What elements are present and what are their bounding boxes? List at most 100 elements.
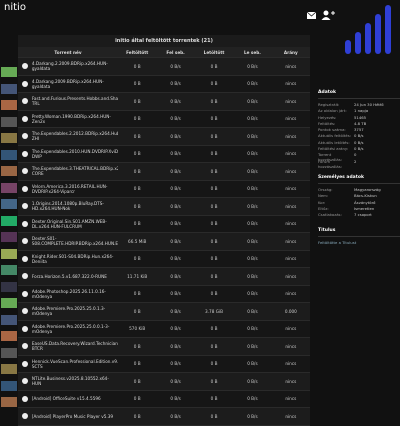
torrent-name[interactable]: Dexter.S01-S08.COMPLETE.HDRIP.BDRip.x264… [31, 236, 118, 247]
thumbnail [1, 67, 17, 77]
torrent-name[interactable]: Velorn.America.3.2016.RETAIL.HUN-DVDRIP.… [31, 183, 108, 194]
cell-value: nincs [285, 203, 297, 209]
torrent-row: Pretty.Woman.1990.BDRip.x264.HUN-Zen2x 0 … [18, 110, 310, 128]
info-row: Aktuális feltöltés: 0 B/s [318, 133, 400, 139]
info-label: Feltöltési arány: [318, 146, 349, 152]
cell-value: 0 B/s [170, 81, 181, 87]
torrent-name[interactable]: 4.Darkang.2.2009.BDRip.x264.HUN-gyaldata [31, 61, 108, 72]
name-cell: Knight.Rider.S01-S04.BDRip.Hun.x264-Deni… [18, 254, 118, 264]
info-value: Magyarország [354, 186, 381, 192]
torrent-name[interactable]: Fast.and.Furious.Presents.Hobbs.and.Shaw… [31, 96, 118, 107]
cell-value: 66.5 MiB [128, 238, 147, 244]
torrent-name[interactable]: Adobe.Photoshop.2025.26.11.0.16-mOdenya [31, 288, 106, 299]
cell-value: 0 B [210, 63, 218, 69]
name-cell: Adobe.Premiere.Pro.2025.25.0.0.1-3-mOden… [18, 324, 118, 334]
upload-icon [22, 290, 28, 297]
torrent-row: [Android] PlayerPro Music Player v5.39 0 … [18, 408, 310, 426]
cell-value: 0 B [210, 186, 218, 192]
cell-value: 0 B/s [170, 273, 181, 279]
thumbnail [1, 331, 17, 341]
cell-value: 11.71 KiB [127, 273, 148, 279]
info-row: Az oldalon járt: 1 napja [318, 108, 400, 114]
info-label: Aktuális letöltés: [318, 139, 350, 145]
info-label: Eltűz: [318, 205, 329, 211]
torrent-name[interactable]: Adobe.Premiere.Pro.2025.25.0.1.3-mOdenya [31, 306, 106, 317]
torrent-name[interactable]: EaseUS.Data.Recovery.Wizard.Technician.v… [31, 341, 118, 352]
upload-icon [22, 115, 28, 122]
name-cell: [Android] PlayerPro Music Player v5.39 [18, 413, 118, 420]
name-cell: Forza.Horizon.5.v1.687.322.0-RUNE [18, 273, 118, 280]
torrent-row: 4.Darkang.2009.BDRip.x264.HUN-gyaldata 0 … [18, 75, 310, 93]
upload-icon [22, 168, 28, 175]
cell-value: 0 B [133, 256, 141, 262]
torrent-name[interactable]: 1.Origins.2014.1080p.BluRay.DTS-HD.x264.… [31, 201, 104, 212]
torrent-name[interactable]: Dexter.Original.Sin.S01.AMZN.WEB-DL.x264… [31, 218, 107, 229]
torrent-name[interactable]: Hennick.VueScan.Professional.Edition.v9.… [31, 358, 118, 369]
info-label: Torrent hozzászólás: [318, 152, 342, 163]
name-cell: 4.Darkang.2009.BDRip.x264.HUN-gyaldata [18, 79, 118, 89]
cell-value: 0 B/s [170, 116, 181, 122]
torrent-row: Adobe.Premiere.Pro.2025.25.0.0.1-3-mOden… [18, 320, 310, 338]
cell-value: nincs [285, 98, 297, 104]
cell-value: 0 B/s [170, 186, 181, 192]
info-label: Regisztrált: [318, 102, 340, 107]
info-value: 0 [354, 152, 357, 158]
info-row: Feltöltési arány: 0 B/s [318, 146, 400, 152]
info-label: Csatlakozás: [318, 212, 342, 218]
torrent-name[interactable]: Knight.Rider.S01-S04.BDRip.Hun.x264-Deni… [31, 253, 114, 264]
torrent-name[interactable]: 4.Darkang.2009.BDRip.x264.HUN-gyaldata [31, 78, 104, 89]
cell-value: 0 B [210, 203, 218, 209]
cell-value: nincs [285, 151, 297, 157]
cell-value: 0 B [210, 221, 218, 227]
cell-value: 0 B [210, 343, 218, 349]
info-value: 24 Jun 30 Hétfő [354, 102, 384, 107]
cell-value: 0 B [133, 378, 141, 384]
cell-value: 0 B [133, 98, 141, 104]
cell-value: 0 B [133, 186, 141, 192]
torrent-row: Hennick.VueScan.Professional.Edition.v9.… [18, 355, 310, 373]
cell-value: 0 B [210, 361, 218, 367]
column-headers: Torrent név Feltöltött Fel seb. Letöltött Le… [18, 47, 310, 58]
add-friend-icon[interactable] [323, 10, 329, 16]
cell-value: 0 B/s [247, 256, 258, 262]
upload-icon [22, 360, 28, 367]
upload-icon [22, 378, 28, 385]
torrent-name[interactable]: The.Expendables.2.2012.BDRip.x264.Hub-ZH… [31, 131, 118, 142]
cell-value: 0 B [133, 221, 141, 227]
thumbnail [1, 248, 17, 259]
column-header: Feltöltött [126, 49, 149, 55]
torrent-name[interactable]: The.Expendables.2010.HUN.DVDRIP.XviD-DWP [31, 148, 118, 159]
cell-value: 0 B/s [247, 308, 258, 314]
info-label: Ország: [318, 186, 333, 192]
cell-value: 0 B/s [247, 186, 258, 192]
cell-value: 0 B [133, 396, 141, 402]
upload-icon [22, 343, 28, 350]
torrent-row: EaseUS.Data.Recovery.Wizard.Technician.v… [18, 338, 310, 356]
torrent-name[interactable]: The.Expendables.3.THEATRICAL.BDRip.x264.… [31, 166, 118, 177]
cell-value: nincs [285, 221, 297, 227]
signal-graphic [345, 5, 391, 54]
cell-value: 0 B [133, 81, 141, 87]
torrent-name[interactable]: Forza.Horizon.5.v1.687.322.0-RUNE [31, 273, 107, 279]
thumbnail [1, 215, 17, 226]
section-title: Titulus [318, 226, 400, 238]
name-cell: Velorn.America.3.2016.RETAIL.HUN-DVDRIP.… [18, 184, 118, 194]
info-label: Az oldalon járt: [318, 108, 347, 114]
upload-icon [22, 133, 28, 140]
cell-value: 0 B/s [247, 221, 258, 227]
name-cell: The.Expendables.2010.HUN.DVDRIP.XviD-DWP [18, 149, 118, 159]
torrent-name[interactable]: Pretty.Woman.1990.BDRip.x264.HUN-Zen2x [31, 113, 111, 124]
torrent-name[interactable]: [Android] PlayerPro Music Player v5.39 [31, 413, 114, 419]
torrent-name[interactable]: [Android] OfficeSuite v15.4.5596 [31, 396, 101, 402]
torrent-name[interactable]: NTLite.Business.v2025.8.10552.x64-HUN [31, 376, 109, 387]
torrent-name[interactable]: Adobe.Premiere.Pro.2025.25.0.0.1-3-mOden… [31, 323, 110, 334]
cell-value: nincs [285, 168, 297, 174]
cell-value: 0 B/s [170, 133, 181, 139]
name-cell: Adobe.Premiere.Pro.2025.25.0.1.3-mOdenya [18, 306, 118, 316]
info-value: 4.8 TB [354, 120, 367, 126]
info-row: Torrent hozzászólás: 0 [318, 152, 400, 163]
name-cell: Dexter.Original.Sin.S01.AMZN.WEB-DL.x264… [18, 219, 118, 229]
column-header: Fel seb. [166, 49, 185, 55]
info-value: 0 B/s [354, 133, 364, 139]
name-cell: The.Expendables.2.2012.BDRip.x264.Hub-ZH… [18, 131, 118, 141]
